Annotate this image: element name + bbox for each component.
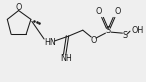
Text: S: S xyxy=(123,31,128,40)
Text: O: O xyxy=(91,36,97,45)
Text: O: O xyxy=(114,7,121,16)
Text: S: S xyxy=(106,26,111,35)
Text: OH: OH xyxy=(132,26,144,35)
Text: NH: NH xyxy=(60,54,72,63)
Text: O: O xyxy=(96,7,102,16)
Text: O: O xyxy=(15,3,22,12)
Text: HN: HN xyxy=(44,38,56,47)
